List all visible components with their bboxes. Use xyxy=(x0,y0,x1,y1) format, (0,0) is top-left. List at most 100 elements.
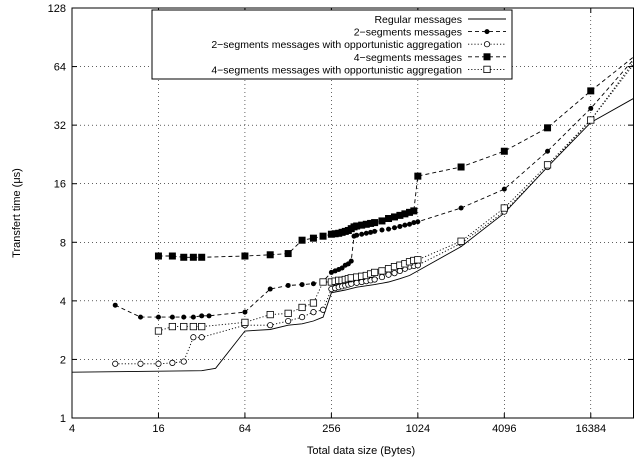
data-point xyxy=(411,220,417,226)
data-point xyxy=(327,230,335,238)
y-axis-title: Transfert time (μs) xyxy=(11,168,23,258)
data-point xyxy=(267,286,273,292)
data-point xyxy=(384,265,393,273)
legend-item: 2−segments messages with opportunistic a… xyxy=(211,39,506,51)
y-tick-label: 4 xyxy=(60,296,66,308)
series-1 xyxy=(71,97,634,373)
data-point xyxy=(319,278,327,286)
legend-label: Regular messages xyxy=(374,14,462,26)
data-point xyxy=(391,225,397,231)
data-point xyxy=(378,267,386,275)
data-point xyxy=(414,256,422,264)
data-point xyxy=(310,281,316,287)
data-point xyxy=(299,282,305,288)
data-point xyxy=(267,322,274,329)
data-point xyxy=(358,221,366,229)
y-tick-label: 16 xyxy=(54,179,66,191)
data-point xyxy=(396,211,404,219)
series-layer xyxy=(71,56,634,373)
data-point xyxy=(544,124,552,132)
series-line xyxy=(71,97,634,373)
data-point xyxy=(359,231,365,237)
data-point xyxy=(189,322,197,331)
data-point xyxy=(155,360,162,367)
data-point xyxy=(309,299,318,307)
data-point xyxy=(500,147,508,155)
data-point xyxy=(168,322,176,331)
data-point xyxy=(198,334,205,341)
data-point xyxy=(458,205,464,211)
data-point xyxy=(154,327,163,335)
data-point xyxy=(169,359,176,366)
data-point xyxy=(154,252,162,260)
data-point xyxy=(390,213,398,221)
data-point xyxy=(353,222,361,230)
data-point xyxy=(266,310,274,319)
data-point xyxy=(378,217,386,225)
x-tick-label: 16384 xyxy=(575,423,606,435)
data-point xyxy=(168,252,176,260)
data-point xyxy=(397,223,403,229)
legend-item: 4−segments messages xyxy=(354,52,506,64)
data-point xyxy=(385,271,392,278)
legend-item: 2−segments messages xyxy=(354,27,506,39)
data-point xyxy=(298,236,306,244)
x-tick-label: 4 xyxy=(69,423,75,435)
data-point xyxy=(309,234,317,242)
legend-marker-sample xyxy=(484,29,490,35)
series-5 xyxy=(154,61,634,335)
y-tick-label: 8 xyxy=(60,237,66,249)
data-point xyxy=(198,253,206,261)
data-point xyxy=(401,210,409,218)
data-point xyxy=(501,186,507,192)
data-point xyxy=(285,317,292,325)
data-point xyxy=(190,314,196,320)
data-point xyxy=(199,313,205,319)
series-line xyxy=(158,61,634,332)
legend-label: 2−segments messages with opportunistic a… xyxy=(211,39,462,51)
x-tick-label: 64 xyxy=(239,423,251,435)
data-point xyxy=(319,232,327,240)
series-4 xyxy=(154,56,634,261)
data-point xyxy=(354,232,360,238)
y-tick-label: 2 xyxy=(60,354,66,366)
legend-item: 4−segments messages with opportunistic a… xyxy=(211,64,506,76)
data-point xyxy=(284,250,292,258)
data-point xyxy=(362,220,370,228)
legend-box xyxy=(151,9,513,80)
data-point xyxy=(190,334,197,341)
data-point xyxy=(367,219,375,227)
data-point xyxy=(319,306,327,313)
data-point xyxy=(266,251,274,259)
data-point xyxy=(298,303,306,312)
data-point xyxy=(386,226,392,232)
data-point xyxy=(363,230,369,236)
legend-label: 2−segments messages xyxy=(354,27,462,39)
legend-marker-sample xyxy=(483,41,491,48)
legend-label: 4−segments messages with opportunistic a… xyxy=(211,64,462,76)
data-point xyxy=(587,116,595,124)
data-point xyxy=(371,219,379,227)
data-point xyxy=(391,270,398,277)
data-point xyxy=(543,161,552,169)
y-tick-label: 64 xyxy=(54,62,66,74)
data-point xyxy=(285,282,291,288)
data-point xyxy=(385,215,393,223)
x-tick-label: 4096 xyxy=(492,423,516,435)
data-point xyxy=(284,309,292,317)
data-point xyxy=(414,172,422,180)
data-point xyxy=(189,253,197,261)
data-point xyxy=(137,360,144,367)
data-point xyxy=(371,276,378,283)
data-point xyxy=(206,313,212,319)
data-point xyxy=(371,268,379,277)
data-point xyxy=(198,322,206,331)
data-point xyxy=(378,273,386,281)
data-point xyxy=(180,322,188,331)
legend-marker-sample xyxy=(483,53,491,61)
data-point xyxy=(112,360,119,367)
data-point xyxy=(348,258,354,264)
data-point xyxy=(415,219,421,225)
